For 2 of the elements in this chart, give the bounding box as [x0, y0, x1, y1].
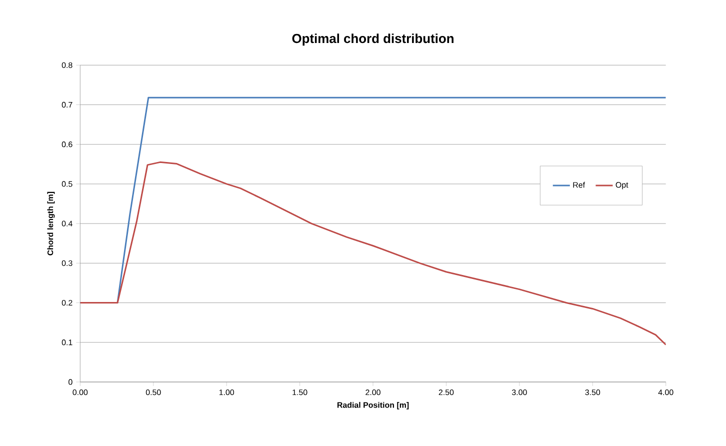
- chart-title: Optimal chord distribution: [292, 34, 454, 46]
- line-series: [80, 161, 666, 346]
